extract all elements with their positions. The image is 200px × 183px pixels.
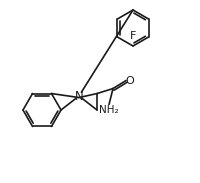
Text: NH₂: NH₂: [99, 104, 119, 115]
Text: F: F: [130, 31, 136, 41]
Text: N: N: [75, 89, 83, 102]
Text: O: O: [126, 76, 134, 85]
